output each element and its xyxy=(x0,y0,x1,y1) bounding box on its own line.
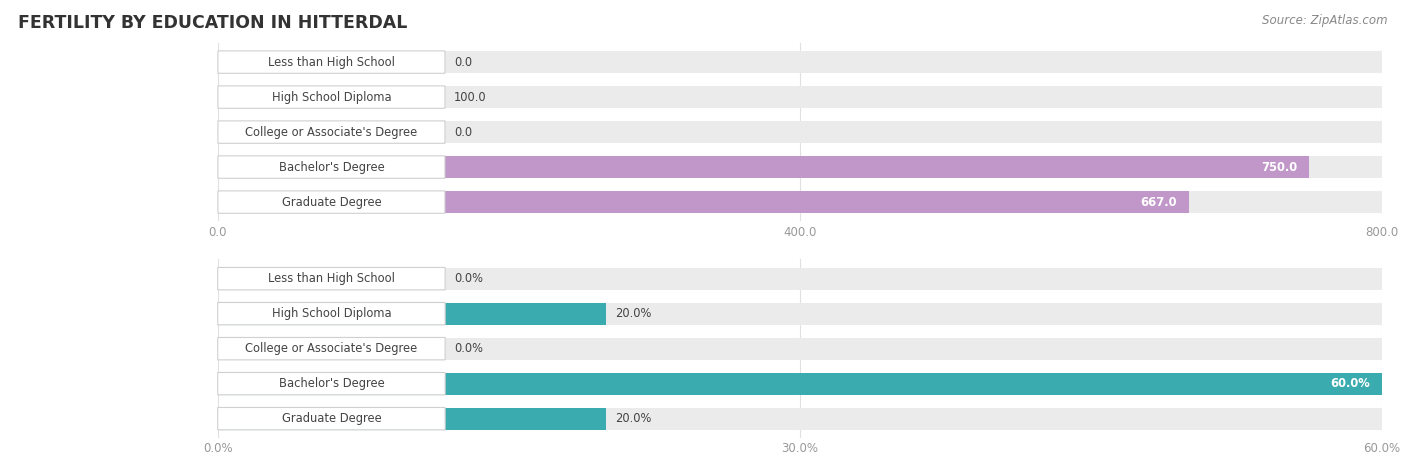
FancyBboxPatch shape xyxy=(218,51,444,73)
FancyBboxPatch shape xyxy=(218,156,444,178)
Text: 0.0%: 0.0% xyxy=(454,272,484,285)
FancyBboxPatch shape xyxy=(218,121,444,143)
Bar xyxy=(218,156,1309,178)
Text: Less than High School: Less than High School xyxy=(269,272,395,285)
Text: 667.0: 667.0 xyxy=(1140,196,1177,208)
Bar xyxy=(218,338,1382,359)
Text: High School Diploma: High School Diploma xyxy=(271,90,391,104)
Bar xyxy=(218,51,1382,73)
Bar xyxy=(218,191,1188,213)
Bar xyxy=(218,156,1382,178)
Text: 0.0: 0.0 xyxy=(454,56,472,69)
Text: 0.0: 0.0 xyxy=(454,126,472,139)
Text: FERTILITY BY EDUCATION IN HITTERDAL: FERTILITY BY EDUCATION IN HITTERDAL xyxy=(18,14,408,32)
Bar xyxy=(218,303,1382,325)
FancyBboxPatch shape xyxy=(218,86,444,108)
FancyBboxPatch shape xyxy=(218,191,444,213)
Bar xyxy=(218,121,1382,143)
Text: 20.0%: 20.0% xyxy=(616,412,651,425)
Bar xyxy=(218,408,1382,429)
Text: High School Diploma: High School Diploma xyxy=(271,307,391,320)
Bar xyxy=(218,86,1382,108)
FancyBboxPatch shape xyxy=(218,337,446,360)
FancyBboxPatch shape xyxy=(218,407,446,430)
Bar xyxy=(218,86,363,108)
Text: Graduate Degree: Graduate Degree xyxy=(281,412,381,425)
Bar xyxy=(218,408,606,429)
Text: 750.0: 750.0 xyxy=(1261,160,1298,174)
Text: Bachelor's Degree: Bachelor's Degree xyxy=(278,377,384,390)
FancyBboxPatch shape xyxy=(218,302,446,325)
Bar xyxy=(218,303,606,325)
Bar xyxy=(218,373,1382,395)
FancyBboxPatch shape xyxy=(218,372,446,395)
Text: 0.0%: 0.0% xyxy=(454,342,484,355)
Bar xyxy=(218,373,1382,395)
Bar xyxy=(218,191,1382,213)
FancyBboxPatch shape xyxy=(218,268,446,290)
Text: Graduate Degree: Graduate Degree xyxy=(281,196,381,208)
Text: College or Associate's Degree: College or Associate's Degree xyxy=(245,342,418,355)
Text: 100.0: 100.0 xyxy=(454,90,486,104)
Text: College or Associate's Degree: College or Associate's Degree xyxy=(245,126,418,139)
Text: 20.0%: 20.0% xyxy=(616,307,651,320)
Text: 60.0%: 60.0% xyxy=(1330,377,1371,390)
Text: Source: ZipAtlas.com: Source: ZipAtlas.com xyxy=(1263,14,1388,27)
Bar xyxy=(218,268,1382,289)
Text: Less than High School: Less than High School xyxy=(269,56,395,69)
Text: Bachelor's Degree: Bachelor's Degree xyxy=(278,160,384,174)
